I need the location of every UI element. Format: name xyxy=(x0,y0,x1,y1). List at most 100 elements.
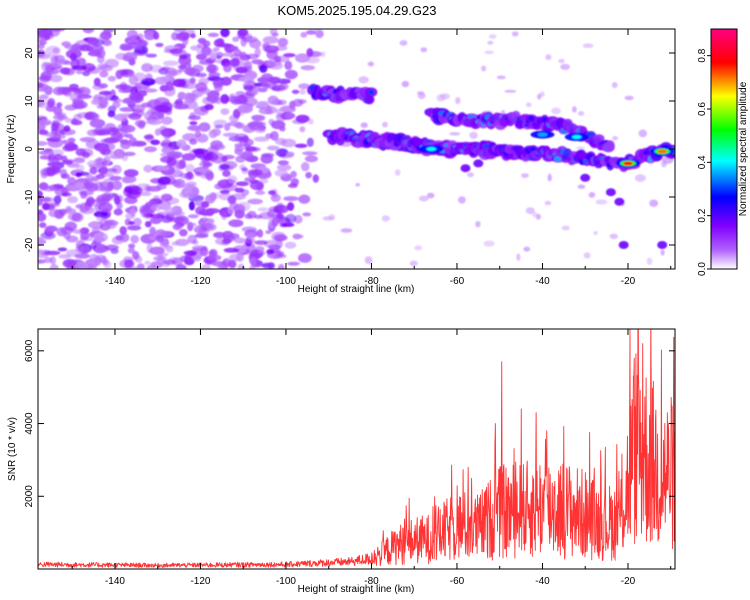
spectrogram-cell-1066 xyxy=(239,93,255,99)
spectrogram-cell-967 xyxy=(136,90,148,97)
spectrogram-cell-919 xyxy=(237,104,253,114)
spectrogram-cell-938 xyxy=(235,66,248,74)
spectrogram-cell-540 xyxy=(189,77,196,84)
spectrogram-cell-1117 xyxy=(321,51,326,58)
spectrogram-cell-582 xyxy=(97,54,105,64)
spectrogram-cell-99 xyxy=(107,75,117,82)
spectrogram-cell-1044 xyxy=(56,227,67,237)
spectrogram-cell-1091 xyxy=(481,65,487,72)
spectrogram-cell-1061 xyxy=(43,33,51,41)
x-tick-label: -140 xyxy=(105,576,125,587)
spectrogram-cell-918 xyxy=(77,112,93,119)
spectrogram-cell-297 xyxy=(214,183,226,190)
spectrogram-cell-1000 xyxy=(60,168,68,179)
spectrogram-cell-1036 xyxy=(86,196,95,207)
spectrogram-cell-606 xyxy=(187,214,199,219)
spectrogram-cell-992 xyxy=(118,88,131,94)
colorbar: 0.0 0.2 0.4 0.6 0.8 Normalized spectral ampl… xyxy=(697,28,749,276)
spectrogram-cell-952 xyxy=(229,233,240,240)
spectrogram-cell-984 xyxy=(232,36,240,42)
spectrogram-cell-1053 xyxy=(213,47,220,52)
spectrogram-cell-394 xyxy=(38,141,48,146)
spectrogram-cell-594 xyxy=(262,36,279,44)
spectrogram-cell-648 xyxy=(132,72,147,82)
spectrogram-cell-379 xyxy=(279,126,286,132)
spectrogram-cell-694 xyxy=(145,53,158,58)
spectrogram-cell-244 xyxy=(61,139,68,144)
spectrogram-cell-598 xyxy=(224,43,236,54)
spectrogram-cell-246 xyxy=(300,65,316,71)
spectrogram-cell-754 xyxy=(256,87,268,93)
spectrogram-cell-825 xyxy=(100,211,111,219)
spectrogram-cell-430 xyxy=(294,214,303,224)
spectrogram-cell-741 xyxy=(38,101,49,108)
spectrogram-cell-1069 xyxy=(213,119,228,128)
spectrogram-cell-410 xyxy=(162,259,177,266)
spectrogram-cell-971 xyxy=(71,212,84,222)
spectrogram-cell-827 xyxy=(157,176,171,185)
spectrogram-cell-817 xyxy=(123,169,139,178)
spectrogram-cell-716 xyxy=(304,155,318,163)
spectrogram-cell-1138 xyxy=(367,61,375,67)
spectrogram-cell-768 xyxy=(141,204,149,213)
spectrogram-cell-1114 xyxy=(458,196,466,204)
spectrogram-cell-1103 xyxy=(532,212,538,218)
spectrogram-cell-830 xyxy=(64,221,78,232)
spectrogram-cell-976 xyxy=(187,222,197,227)
spectrogram-cell-803 xyxy=(53,183,64,189)
spectrogram-cell-1146 xyxy=(401,80,410,88)
spectrogram-cells xyxy=(38,29,675,269)
spectrogram-cell-454 xyxy=(139,191,152,196)
spectrogram-cell-706 xyxy=(149,213,165,219)
spectrogram-cell-930 xyxy=(182,36,189,46)
spectrogram-cell-880 xyxy=(221,210,228,221)
spectrogram-cell-631 xyxy=(276,99,287,106)
spectrogram-cell-286 xyxy=(130,234,139,244)
spectrogram-cell-518 xyxy=(88,44,105,52)
spectrogram-cell-1047 xyxy=(81,63,96,72)
spectrogram-cell-1088 xyxy=(560,63,570,70)
spectrogram-cell-1161 xyxy=(614,197,625,206)
y-tick-label: 4000 xyxy=(24,412,35,435)
spectrogram-cell-101 xyxy=(276,164,292,171)
spectrogram-cell-776 xyxy=(128,137,138,147)
spectrogram-cell-946 xyxy=(295,114,310,123)
spectrogram-cell-796 xyxy=(119,139,129,144)
spectrogram-cell-110 xyxy=(300,162,310,172)
spectrogram-cell-755 xyxy=(233,204,246,214)
spectrogram-cell-557 xyxy=(99,70,109,78)
spectrogram-cell-538 xyxy=(150,139,161,146)
spectrogram-cell-929 xyxy=(146,185,162,192)
spectrogram-cell-68 xyxy=(177,91,187,100)
spectrogram-cell-457 xyxy=(287,183,298,188)
spectrogram-cell-1040 xyxy=(38,43,45,50)
spectrogram-cell-497 xyxy=(43,257,53,264)
spectrogram-cell-452 xyxy=(160,152,171,157)
spectrogram-cell-385 xyxy=(298,99,307,104)
spectrogram-cell-440 xyxy=(269,29,278,36)
spectrogram-cell-677 xyxy=(165,212,175,222)
spectrogram-cell-1120 xyxy=(414,245,423,251)
spectrogram-cell-421 xyxy=(92,175,100,182)
spectrogram-cell-966 xyxy=(237,30,246,40)
spectrogram-cell-1009 xyxy=(75,182,85,188)
spectrogram-cell-981 xyxy=(244,146,258,152)
spectrogram-cell-969 xyxy=(254,240,268,246)
spectrogram-cell-900 xyxy=(264,45,279,54)
spectrogram-cell-602 xyxy=(104,244,119,251)
spectrogram-cell-823 xyxy=(39,75,51,83)
spectrogram-cell-657 xyxy=(141,63,153,73)
spectrogram-cell-700 xyxy=(89,118,106,128)
spectrogram-cell-743 xyxy=(93,77,101,87)
spectrogram-cell-770 xyxy=(265,105,273,115)
spectrogram-cell-239 xyxy=(41,197,51,202)
spectrogram-cell-309 xyxy=(277,160,289,166)
spectrogram-cell-1086 xyxy=(575,146,586,150)
spectrogram-cell-1048 xyxy=(251,114,266,122)
spectrogram-cell-703 xyxy=(209,93,219,104)
spectrogram-cell-417 xyxy=(45,45,61,56)
spectrogram-cell-528 xyxy=(207,32,219,38)
spectrogram-cell-510 xyxy=(312,174,319,183)
spectrogram-cell-950 xyxy=(186,171,193,180)
